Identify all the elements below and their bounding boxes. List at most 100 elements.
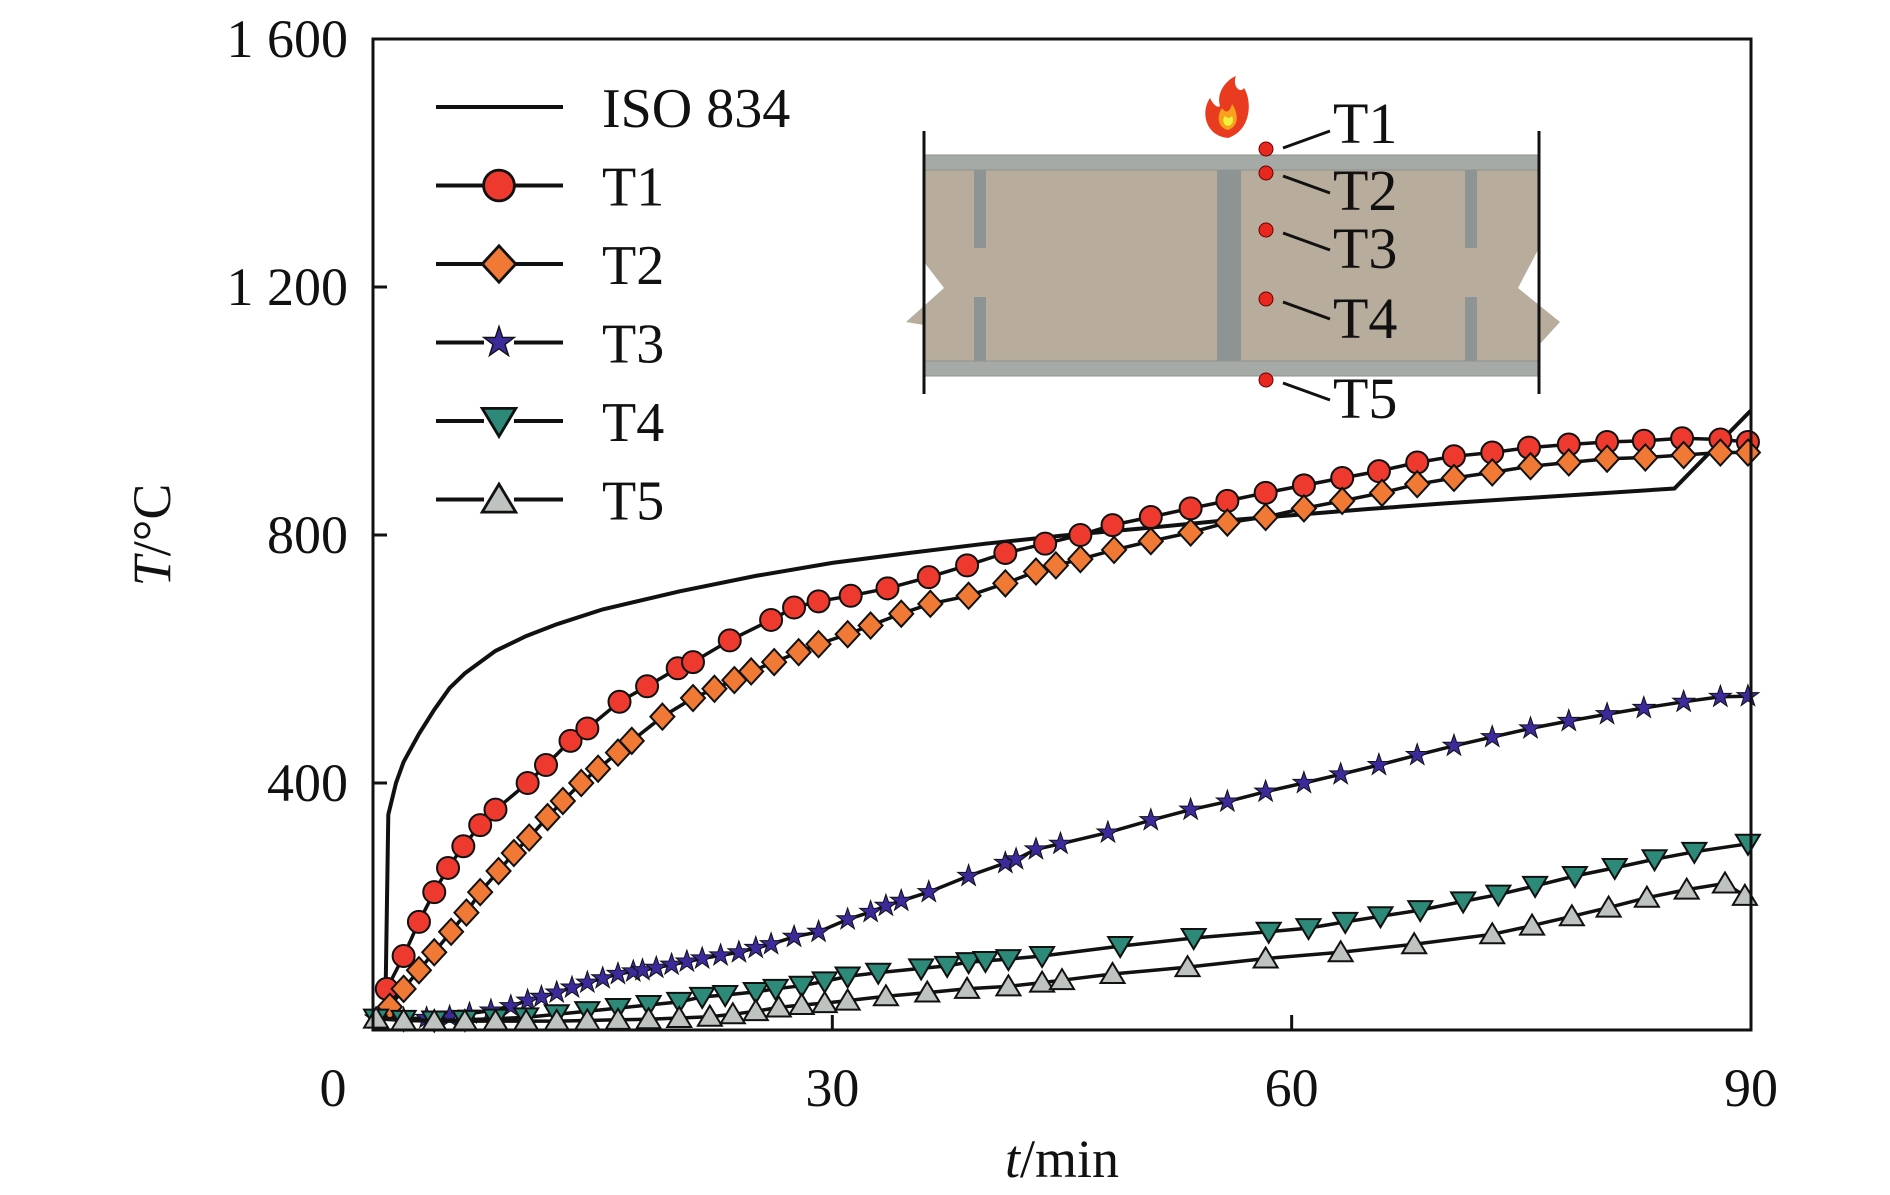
data-point [708,942,733,966]
legend-label: T3 [602,314,664,376]
data-point [1400,931,1428,955]
legend-item-t1: T1 [436,157,664,219]
data-point [1003,846,1029,870]
data-point [956,862,981,887]
data-point [787,992,816,1015]
data-point [711,985,739,1008]
data-point [1253,778,1279,803]
data-point [1518,715,1544,739]
data-point [760,647,788,677]
legend-label: ISO 834 [602,78,790,140]
data-point [634,994,663,1018]
data-point [834,619,862,649]
data-point [1137,526,1165,556]
data-point [634,1006,663,1030]
data-point [406,909,431,934]
data-point [1478,457,1506,487]
data-point [742,981,770,1005]
data-point [1441,732,1467,757]
x-tick-label: 60 [1265,1058,1319,1118]
data-point [696,1003,724,1027]
data-point [758,931,784,955]
data-point [1707,438,1734,468]
x-tick-label: 0 [320,1058,347,1118]
data-point [1594,894,1623,918]
data-point [810,990,839,1014]
sensor-dot [1258,141,1274,157]
data-point [1028,945,1056,969]
data-point [575,716,600,741]
y-tick-label: 400 [267,753,348,813]
data-point [806,918,832,943]
data-point [1033,531,1058,556]
data-point [436,855,461,880]
sensor-leader [1282,231,1331,252]
data-point [994,973,1023,997]
data-point [787,975,816,999]
data-point [559,974,585,999]
data-point [1253,480,1278,505]
sensor-label: T2 [1333,158,1397,223]
data-point [913,979,942,1003]
data-point [1735,683,1761,707]
data-point [717,628,742,653]
data-point [1561,866,1589,889]
data-point [574,969,600,994]
data-point [1048,830,1073,855]
data-point [1556,707,1582,732]
data-point [1138,807,1164,831]
data-point [483,797,508,822]
legend-item-t2: T2 [436,235,664,297]
data-point [1731,882,1759,906]
data-point [688,986,716,1010]
data-point [1600,857,1629,881]
data-point [1366,751,1392,776]
data-point [1328,761,1354,785]
data-point [1406,900,1435,924]
sensor-label: T3 [1333,216,1397,281]
data-point [515,771,540,795]
data-point [1640,849,1669,873]
data-point [665,991,693,1015]
top-steel-plate [923,154,1540,171]
data-point [498,993,524,1017]
data-point [1042,550,1070,580]
data-point [838,583,863,608]
data-point [1173,954,1202,978]
data-point [515,987,541,1012]
data-point [726,939,752,963]
data-point [390,974,417,1004]
data-point [453,898,480,928]
data-point [1478,921,1507,945]
data-point [451,834,476,859]
data-point [468,813,493,838]
sensor-label: T4 [1333,286,1397,351]
legend: ISO 834 T1 T2 T3 T4 T5 [436,78,790,533]
data-point [1290,493,1318,523]
data-point [1294,918,1323,942]
data-point [1178,496,1203,521]
data-point [759,607,784,632]
data-point [405,955,433,985]
data-point [1403,469,1431,499]
data-point [835,906,861,930]
sensor-leader [1282,300,1331,321]
sensor-leader [1282,381,1331,402]
data-point [500,838,528,868]
data-point [888,887,914,912]
data-point [857,611,884,640]
data-point [907,958,935,982]
y-tick-label: 1 200 [227,257,349,317]
data-point [764,994,793,1018]
legend-label: T2 [602,235,664,297]
data-point [864,962,893,986]
data-point [1023,836,1049,860]
data-point [785,637,813,667]
data-point [810,971,839,995]
sensor-dot [1258,222,1274,238]
data-point [761,978,790,1002]
data-point [665,1005,693,1028]
x-tick-label: 30 [805,1058,859,1118]
stud-top-left [974,170,986,248]
